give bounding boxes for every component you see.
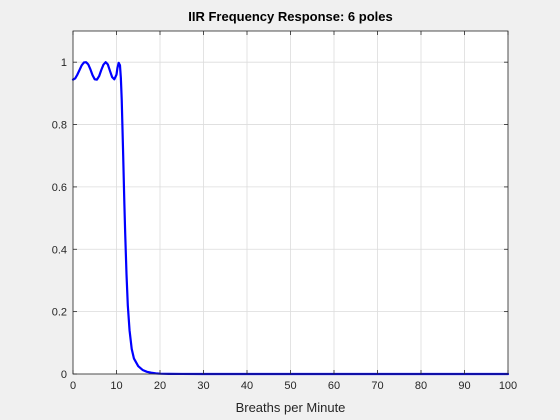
x-tick-label: 70 [371, 380, 383, 392]
y-tick-label: 0.4 [52, 244, 67, 256]
y-tick-label: 0.2 [52, 307, 67, 319]
y-tick-label: 0.6 [52, 182, 67, 194]
x-tick-label: 50 [284, 380, 296, 392]
x-tick-label: 60 [328, 380, 340, 392]
chart-title: IIR Frequency Response: 6 poles [188, 9, 392, 24]
tick-labels: 0 10 20 30 40 50 60 70 80 90 100 0 0.2 0.4 0.6 0.8 1 [52, 57, 517, 392]
x-tick-label: 80 [415, 380, 427, 392]
x-tick-label: 40 [241, 380, 253, 392]
y-tick-label: 0.8 [52, 120, 67, 132]
x-tick-label: 0 [70, 380, 76, 392]
y-tick-label: 1 [61, 57, 67, 69]
y-tick-label: 0 [61, 369, 67, 381]
ticks [72, 31, 509, 375]
x-tick-label: 10 [110, 380, 122, 392]
x-tick-label: 90 [458, 380, 470, 392]
x-tick-label: 100 [499, 380, 517, 392]
x-tick-label: 20 [154, 380, 166, 392]
x-axis-label: Breaths per Minute [236, 400, 346, 415]
x-tick-label: 30 [197, 380, 209, 392]
